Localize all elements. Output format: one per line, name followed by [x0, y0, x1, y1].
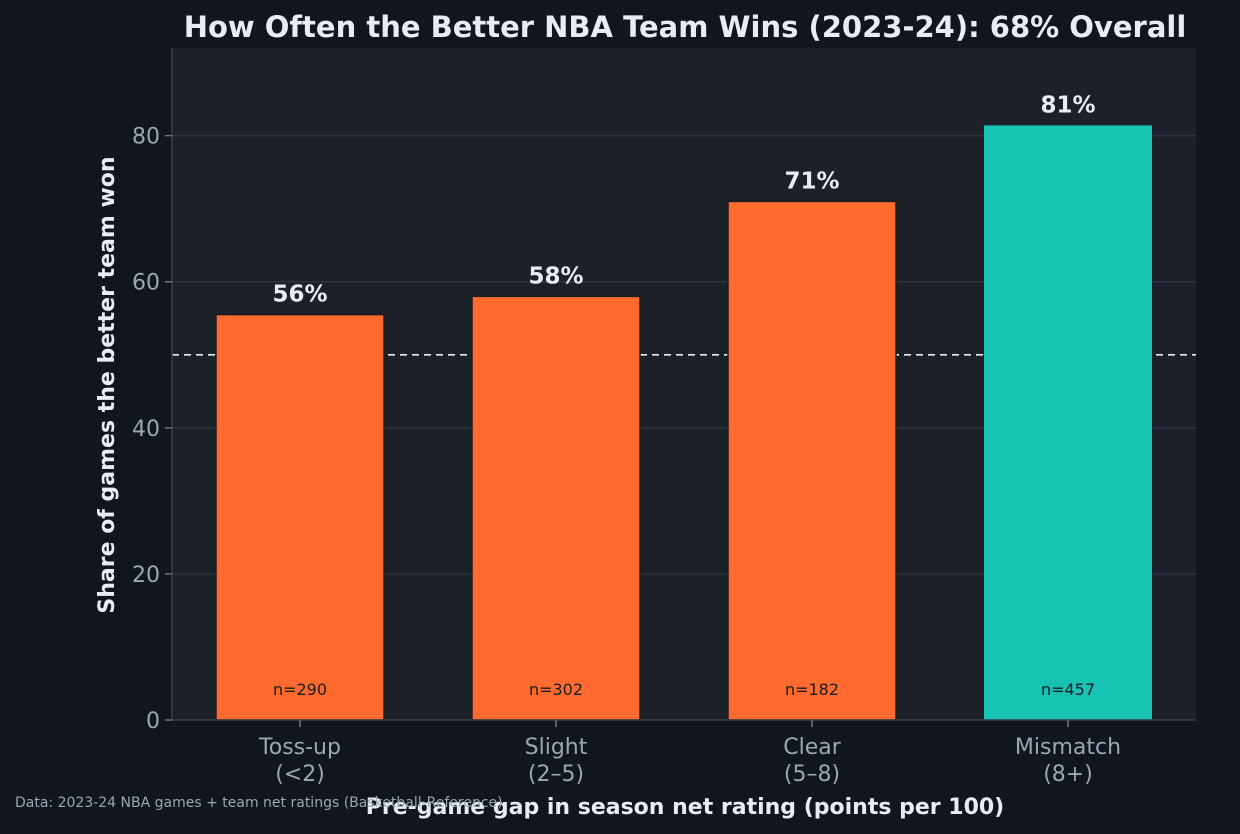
x-axis-label: Pre-game gap in season net rating (point…: [366, 795, 1005, 820]
x-tick-label: (8+): [1043, 762, 1093, 787]
y-tick-label: 60: [132, 271, 160, 296]
y-tick-label: 80: [132, 125, 160, 150]
chart-title: How Often the Better NBA Team Wins (2023…: [184, 10, 1187, 44]
bars: 56% n=290 58% n=302 71% n=182 81% n=457: [215, 92, 1152, 721]
bar-count-label: n=290: [273, 680, 327, 699]
y-tick-label: 0: [146, 709, 160, 734]
bar-value-label: 71%: [784, 168, 839, 194]
x-ticks: Toss-up(<2) Slight(2–5) Clear(5–8) Mismatch…: [258, 720, 1121, 787]
y-axis-label: Share of games the better team won: [95, 156, 120, 613]
bar-3: [984, 125, 1152, 720]
bar-count-label: n=182: [785, 680, 839, 699]
source-note: Data: 2023-24 NBA games + team net ratin…: [15, 795, 503, 811]
bar-value-label: 56%: [272, 282, 327, 308]
x-tick-label: (5–8): [784, 762, 840, 787]
y-tick-label: 20: [132, 563, 160, 588]
x-tick-label: Mismatch: [1015, 735, 1121, 760]
x-tick-label: Clear: [783, 735, 841, 760]
bar-0: [215, 313, 385, 721]
bar-1: [471, 295, 641, 721]
y-ticks: 0 20 40 60 80: [132, 125, 172, 734]
x-tick-label: Slight: [525, 735, 588, 760]
x-tick-label: (2–5): [528, 762, 584, 787]
bar-count-label: n=302: [529, 680, 583, 699]
bar-count-label: n=457: [1041, 680, 1095, 699]
bar-2: [727, 200, 897, 721]
y-tick-label: 40: [132, 417, 160, 442]
x-tick-label: Toss-up: [258, 735, 341, 760]
bar-value-label: 58%: [528, 263, 583, 289]
bar-value-label: 81%: [1040, 92, 1095, 118]
x-tick-label: (<2): [275, 762, 325, 787]
